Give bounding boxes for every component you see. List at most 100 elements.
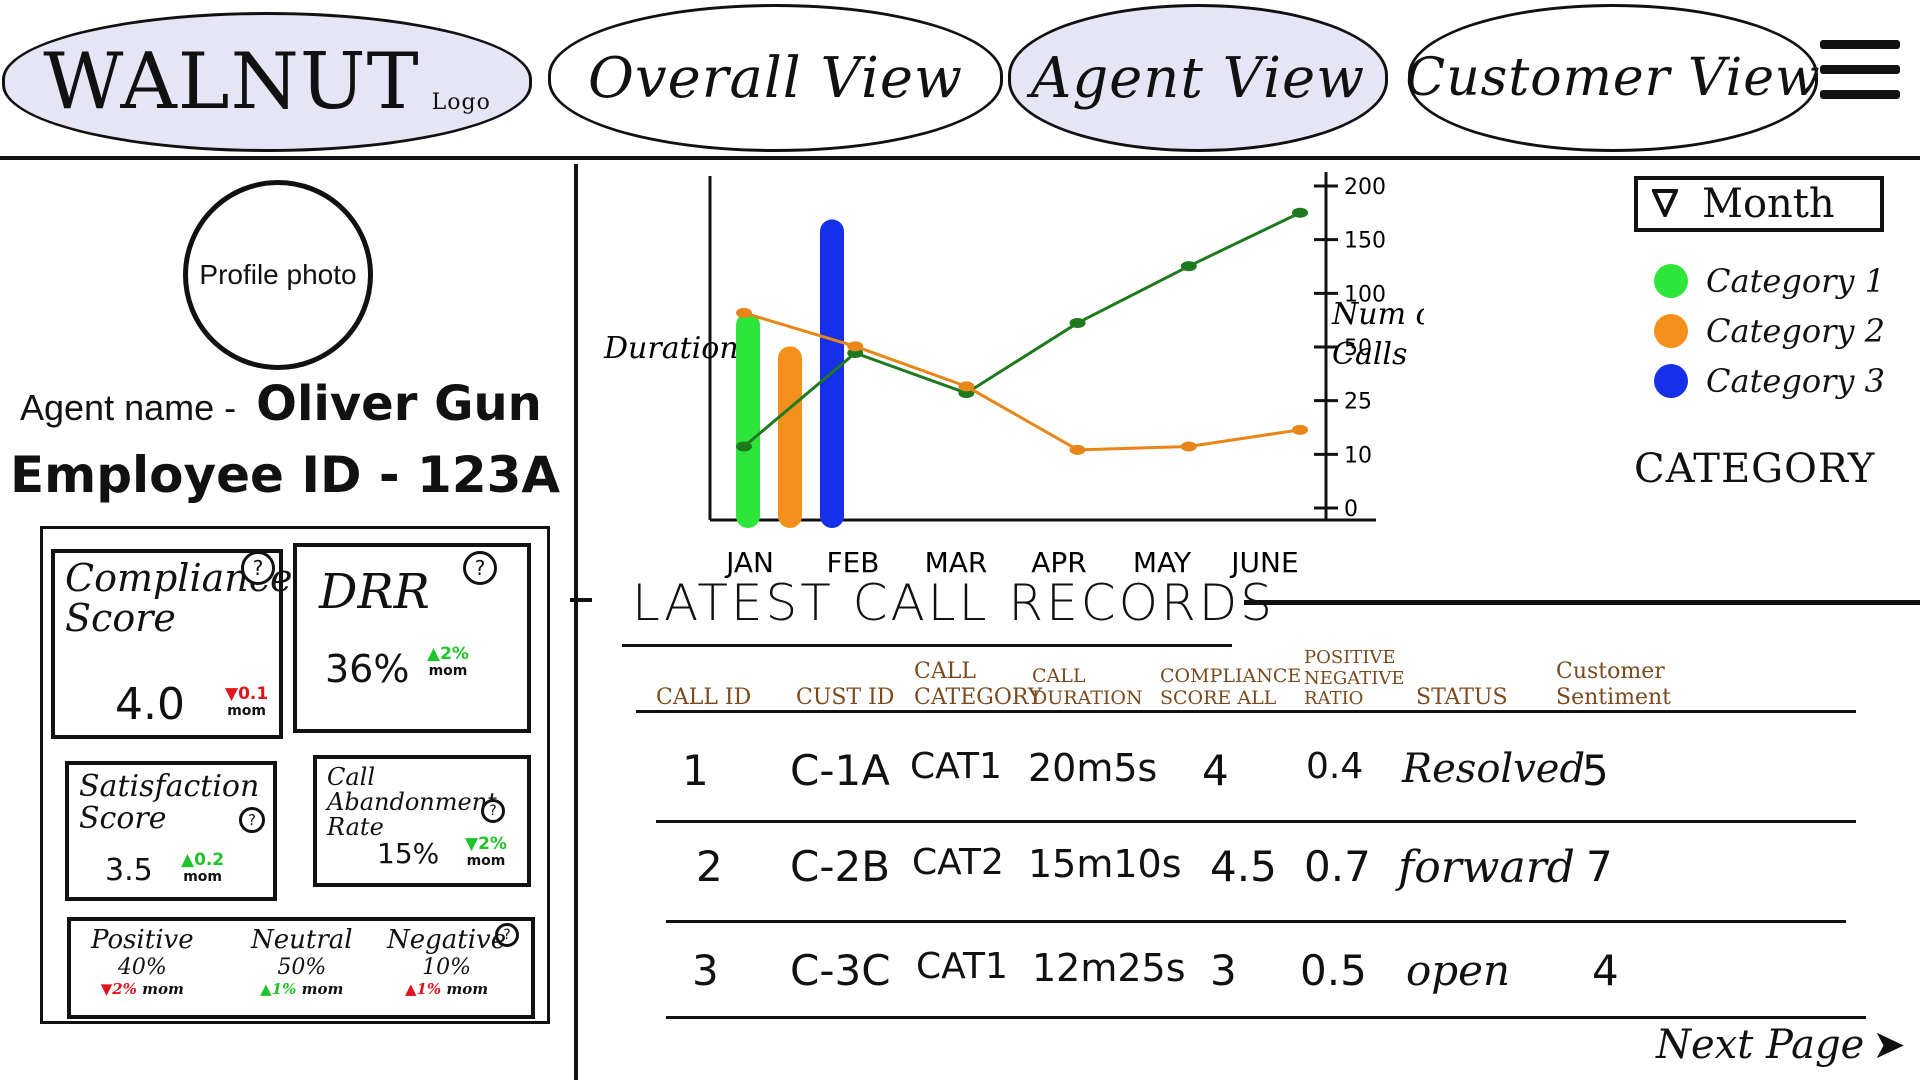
table-row[interactable]: 3 C-3C CAT1 12m25s 3 0.5 open 4 (636, 930, 1856, 1020)
cell-compliance: 3 (1210, 946, 1237, 995)
table-rule (666, 920, 1846, 923)
latest-call-records-title: LATEST CALL RECORDS (632, 574, 1275, 632)
agent-profile-panel: Profile photo Agent name - Oliver Gun Em… (0, 164, 578, 1080)
help-icon[interactable]: ? (241, 551, 275, 585)
sentiment-value: 10% (422, 955, 472, 980)
line-point (1069, 444, 1086, 455)
divider (1244, 600, 1920, 605)
month-filter-label: Month (1702, 181, 1835, 227)
cell-call-id: 2 (696, 842, 723, 891)
line-point (847, 341, 864, 352)
sentiment-value: 40% (117, 955, 167, 980)
sentiment-delta: ▲1% mom (251, 980, 353, 998)
table-header: CALL ID CUST ID CALL CATEGORY CALL DURAT… (636, 646, 1856, 710)
line-point (1180, 261, 1197, 272)
bar (778, 346, 802, 528)
legend-item-category-3[interactable]: Category 3 (1654, 362, 1885, 400)
legend-dot (1654, 364, 1688, 398)
sentiment-value: 50% (277, 955, 327, 980)
help-icon[interactable]: ? (495, 923, 519, 947)
legend-label: Category 3 (1706, 362, 1886, 400)
tab-customer-view[interactable]: Customer View (1405, 4, 1820, 152)
series-line (743, 211, 1301, 448)
profile-photo[interactable]: Profile photo (183, 180, 373, 370)
month-filter-dropdown[interactable]: Month (1634, 176, 1884, 232)
column-header[interactable]: STATUS (1416, 684, 1508, 710)
delta-value: ▲2% (427, 644, 469, 664)
hamburger-menu-icon[interactable] (1820, 40, 1900, 130)
y2-tick-label: 200 (1344, 175, 1386, 200)
help-icon[interactable]: ? (463, 551, 497, 585)
call-abandonment-rate-card[interactable]: Call Abandonment Rate ? 15% ▼2% mom (313, 755, 531, 887)
delta-value: ▲1% (260, 980, 297, 998)
call-abandonment-rate-value: 15% (377, 837, 440, 870)
chart-legend: Category 1 Category 2 Category 3 (1654, 262, 1885, 412)
tab-overall-view[interactable]: Overall View (548, 4, 1003, 152)
sentiment-neutral: Neutral 50% ▲1% mom (251, 925, 353, 998)
line-point (958, 381, 975, 392)
cell-category: CAT2 (912, 842, 1004, 883)
column-header[interactable]: CUST ID (796, 684, 895, 710)
cell-duration: 12m25s (1032, 946, 1186, 990)
next-page-link[interactable]: Next Page ➤ (1656, 1022, 1906, 1068)
sentiment-name: Negative (387, 925, 507, 955)
column-header[interactable]: COMPLIANCE SCORE ALL (1160, 665, 1302, 710)
column-header[interactable]: CALL CATEGORY (914, 659, 1043, 710)
delta-unit: mom (446, 980, 489, 998)
next-page-label: Next Page (1656, 1022, 1865, 1068)
satisfaction-score-value: 3.5 (105, 853, 153, 888)
sentiment-name: Positive (91, 925, 194, 955)
column-header[interactable]: CALL ID (656, 684, 752, 710)
call-records-table: CALL ID CUST ID CALL CATEGORY CALL DURAT… (636, 646, 1866, 1019)
line-point (1180, 441, 1197, 452)
delta-unit: mom (142, 980, 184, 998)
cell-duration: 15m10s (1028, 842, 1182, 886)
legend-item-category-2[interactable]: Category 2 (1654, 312, 1885, 350)
legend-dot (1654, 264, 1688, 298)
y2-axis-label: Num of (1331, 297, 1424, 332)
cell-ratio: 0.5 (1300, 946, 1367, 995)
x-tick-label: APR (1031, 546, 1087, 579)
table-row[interactable]: 1 C-1A CAT1 20m5s 4 0.4 Resolved 5 (636, 730, 1856, 820)
cell-ratio: 0.4 (1306, 746, 1364, 787)
y2-tick-label: 10 (1344, 443, 1372, 468)
satisfaction-score-card[interactable]: Satisfaction Score ? 3.5 ▲0.2 mom (65, 761, 277, 901)
cell-cust-id: C-1A (790, 746, 890, 795)
top-navigation: WALNUT Logo Overall View Agent View Cust… (0, 0, 1920, 160)
kpi-panel: Compliance Score ? 4.0 ▼0.1 mom DRR ? 36… (40, 526, 550, 1024)
delta-unit: mom (466, 852, 506, 869)
column-header[interactable]: Customer Sentiment (1556, 659, 1672, 710)
cell-call-id: 3 (692, 946, 719, 995)
help-icon[interactable]: ? (239, 807, 265, 833)
table-row[interactable]: 2 C-2B CAT2 15m10s 4.5 0.7 forward 7 (636, 826, 1856, 916)
column-header[interactable]: POSITIVE NEGATIVE RATIO (1304, 646, 1405, 710)
agent-name-label: Agent name - (20, 387, 237, 428)
sentiment-negative: Negative 10% ▲1% mom (387, 925, 506, 998)
legend-item-category-1[interactable]: Category 1 (1654, 262, 1885, 300)
line-point (1292, 207, 1308, 218)
delta-value: ▲0.2 (181, 850, 225, 870)
profile-photo-label: Profile photo (199, 259, 357, 290)
tab-agent-view[interactable]: Agent View (1008, 4, 1388, 152)
help-icon[interactable]: ? (481, 799, 505, 823)
delta-value: ▼0.1 (225, 684, 269, 704)
category-chart[interactable]: Duration 0 10 25 50 100 150 200 Num of Calls JAN FE… (584, 168, 1424, 588)
walnut-logo[interactable]: WALNUT Logo (2, 12, 532, 152)
y2-tick-label: 25 (1344, 390, 1372, 415)
column-header[interactable]: CALL DURATION (1032, 665, 1143, 710)
delta-unit: mom (227, 702, 266, 719)
bar (736, 312, 760, 528)
cell-call-id: 1 (682, 746, 709, 795)
cell-category: CAT1 (910, 746, 1002, 787)
table-rule (656, 820, 1856, 823)
sentiment-delta: ▲1% mom (387, 980, 506, 998)
call-abandonment-rate-delta: ▼2% mom (465, 835, 507, 869)
sentiment-card[interactable]: ? Positive 40% ▼2% mom Neutral 50% ▲1% m… (67, 917, 535, 1019)
compliance-score-card[interactable]: Compliance Score ? 4.0 ▼0.1 mom (51, 549, 293, 739)
satisfaction-score-title: Satisfaction Score (79, 769, 260, 836)
delta-unit: mom (428, 662, 468, 679)
drr-card[interactable]: DRR ? 36% ▲2% mom (293, 543, 531, 733)
cell-compliance: 4.5 (1210, 842, 1277, 891)
employee-id: Employee ID - 123A (10, 446, 561, 504)
delta-value: ▼2% (465, 834, 507, 854)
